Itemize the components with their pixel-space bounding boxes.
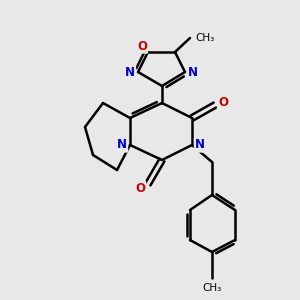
Text: CH₃: CH₃ <box>202 283 222 293</box>
Text: CH₃: CH₃ <box>195 33 214 43</box>
Text: N: N <box>188 65 198 79</box>
Text: N: N <box>117 139 127 152</box>
Text: O: O <box>135 182 145 194</box>
Text: N: N <box>195 139 205 152</box>
Text: O: O <box>137 40 147 52</box>
Text: O: O <box>218 97 228 110</box>
Text: N: N <box>125 65 135 79</box>
